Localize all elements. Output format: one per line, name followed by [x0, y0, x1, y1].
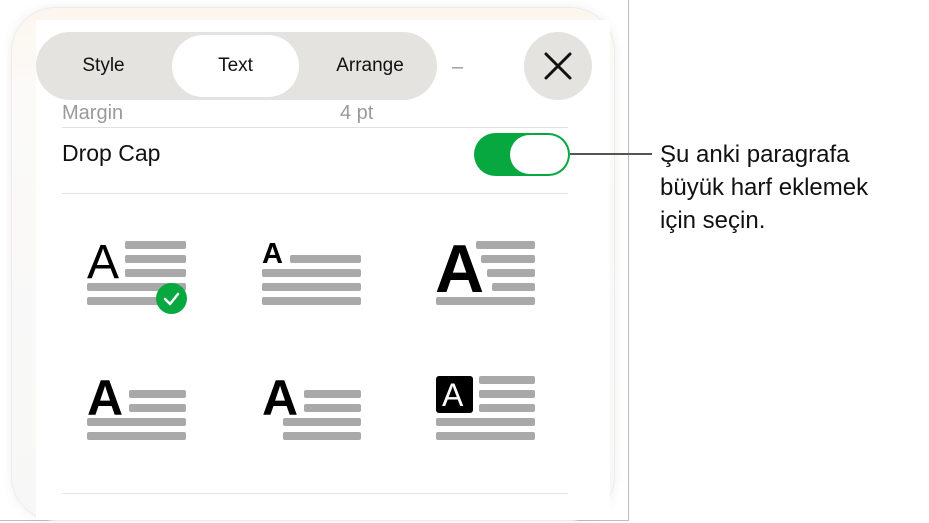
- drop-cap-style-6[interactable]: A: [436, 376, 536, 444]
- text-line: [479, 390, 535, 398]
- text-line: [283, 418, 361, 426]
- callout-line-2: büyük harf eklemek: [660, 174, 869, 201]
- divider: [62, 493, 568, 494]
- text-line: [479, 404, 535, 412]
- letter-a-glyph: A: [435, 231, 485, 307]
- divider: [62, 127, 568, 128]
- drop-cap-style-1[interactable]: A: [87, 236, 187, 314]
- text-line: [304, 390, 361, 398]
- letter-a-glyph: A: [87, 236, 120, 289]
- drop-cap-label: Drop Cap: [62, 140, 161, 166]
- toggle-knob: [510, 135, 568, 174]
- text-line: [125, 269, 186, 277]
- text-line: [125, 255, 186, 263]
- blurred-margin-label: Margin: [62, 102, 124, 124]
- tab-arrange[interactable]: Arrange: [336, 55, 404, 76]
- text-line: [476, 241, 535, 249]
- text-line: [290, 255, 361, 263]
- letter-a-glyph: A: [87, 370, 124, 426]
- checkmark-icon: [163, 292, 180, 306]
- text-line: [436, 432, 535, 440]
- tab-style[interactable]: Style: [82, 55, 125, 76]
- callout-text: Şu anki paragrafa büyük harf eklemek içi…: [660, 138, 868, 237]
- letter-a-glyph: A: [262, 370, 299, 426]
- screenshot-frame: [0, 0, 629, 521]
- drop-cap-toggle[interactable]: [474, 133, 570, 176]
- letter-a-glyph: A: [442, 377, 464, 413]
- letter-a-glyph: A: [262, 238, 283, 270]
- text-line: [129, 390, 186, 398]
- text-line: [262, 283, 361, 291]
- text-line: [479, 376, 535, 384]
- callout-line-1: Şu anki paragrafa: [660, 141, 850, 168]
- text-line: [87, 297, 186, 305]
- close-icon: [544, 52, 572, 80]
- divider: [62, 193, 568, 194]
- close-button[interactable]: [524, 32, 592, 100]
- text-line: [129, 404, 186, 412]
- drop-cap-style-2[interactable]: A: [262, 238, 362, 309]
- letter-box: A: [436, 376, 473, 413]
- callout-leader-line: [570, 153, 652, 155]
- text-line: [87, 283, 186, 291]
- drop-cap-style-4[interactable]: A: [87, 370, 187, 444]
- text-line: [87, 418, 186, 426]
- text-line: [262, 297, 361, 305]
- drop-cap-style-3[interactable]: A: [435, 235, 536, 309]
- text-line: [125, 241, 186, 249]
- text-line: [492, 283, 535, 291]
- tab-bar: Style Text Arrange: [36, 32, 437, 100]
- text-line: [436, 418, 535, 426]
- blurred-margin-value: 4 pt: [340, 102, 374, 124]
- text-line: [487, 269, 535, 277]
- text-line: [481, 255, 535, 263]
- text-line: [87, 432, 186, 440]
- text-line: [436, 297, 535, 305]
- callout-line-3: için seçin.: [660, 207, 766, 234]
- text-line: [304, 404, 361, 412]
- text-line: [262, 269, 361, 277]
- text-line: [283, 432, 361, 440]
- blurred-minus: –: [452, 56, 464, 78]
- drop-cap-style-5[interactable]: A: [262, 370, 362, 444]
- selected-badge: [156, 283, 187, 314]
- tab-text[interactable]: Text: [172, 35, 299, 97]
